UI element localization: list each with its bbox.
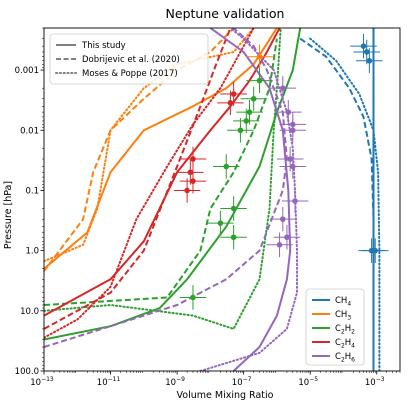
x-tick-label: 10−3 [365,376,385,388]
x-axis-label: Volume Mixing Ratio [177,390,274,401]
x-tick-label: 10−7 [232,376,252,388]
y-axis-label: Pressure [hPa] [3,181,14,249]
series-line-c2h6-dotted [199,28,298,371]
chart-title: Neptune validation [166,6,285,21]
x-tick-label: 10−13 [30,376,54,388]
observation-point-c2h4 [220,81,247,107]
observation-point-c2h2 [236,99,263,125]
observation-point-c2h2 [213,154,240,179]
style-legend-label: Moses & Poppe (2017) [82,69,178,79]
series-line-ch3-dotted [44,28,255,263]
x-tick-label: 10−9 [165,376,185,388]
series-line-c2h2-solid [44,28,302,341]
observation-point-ch4 [361,238,389,263]
series-line-c2h2-dotted [44,28,282,330]
observations-layer [173,33,389,310]
observation-point-c2h6 [266,232,293,258]
observation-point-c2h6 [269,75,297,101]
observation-point-c2h6 [269,206,297,232]
observation-point-c2h6 [273,224,301,250]
y-tick-label: 0.001 [15,66,39,76]
species-legend-box [305,288,365,366]
observation-point-c2h2 [220,224,247,250]
observation-point-c2h2 [246,68,273,93]
observation-point-c2h4 [217,90,244,116]
style-legend: This study Dobrijevic et al. (2020) Moses … [49,33,209,85]
observation-point-c2h6 [279,117,307,143]
y-tick-label: 100.0 [15,367,39,377]
observation-point-c2h4 [173,178,201,203]
observation-point-c2h2 [227,117,254,143]
series-line-ch4-dashed [299,37,375,371]
series-line-c2h6-dashed [44,28,288,348]
observation-point-c2h2 [207,210,234,236]
series-line-c2h2-dashed [44,38,278,306]
species-legend: CH4 CH3 C2H2 C2H4 C2H6 [305,288,365,366]
observation-point-ch4 [350,33,377,59]
species-legend-label: C2H4 [335,338,355,350]
x-tick-label: 10−5 [298,376,318,388]
y-tick-label: 0.01 [20,126,39,136]
species-legend-label: C2H2 [335,324,355,336]
x-tick-label: 10−11 [97,376,121,388]
y-tick-label: 0.1 [25,186,39,196]
observation-point-ch4 [356,48,383,74]
series-line-c2h4-dashed [44,28,232,330]
style-legend-label: This study [81,41,126,51]
observation-point-c2h2 [220,196,247,221]
species-legend-label: CH3 [335,310,351,322]
plot-frame [43,27,401,372]
observation-point-c2h6 [276,146,304,172]
y-tick-label: 10.0 [20,307,39,317]
observation-point-c2h2 [233,108,260,134]
series-line-c2h4-dotted [44,28,255,339]
observation-point-c2h4 [179,146,207,172]
species-legend-label: CH4 [335,296,351,308]
series-line-ch4-dotted [309,37,381,371]
observation-point-c2h2 [240,86,267,112]
observation-point-c2h6 [279,154,307,179]
style-legend-box [49,33,209,85]
series-line-c2h6-solid [209,28,292,371]
observation-point-ch3 [246,44,273,70]
series-layer [44,28,381,371]
style-legend-label: Dobrijevic et al. (2020) [82,55,180,65]
observation-point-c2h4 [179,168,207,194]
observation-point-c2h2 [179,285,207,310]
species-legend-label: C2H6 [335,352,355,364]
observation-point-c2h6 [275,99,302,125]
y-tick-label: 1.0 [25,247,39,257]
observation-point-c2h6 [281,188,309,214]
